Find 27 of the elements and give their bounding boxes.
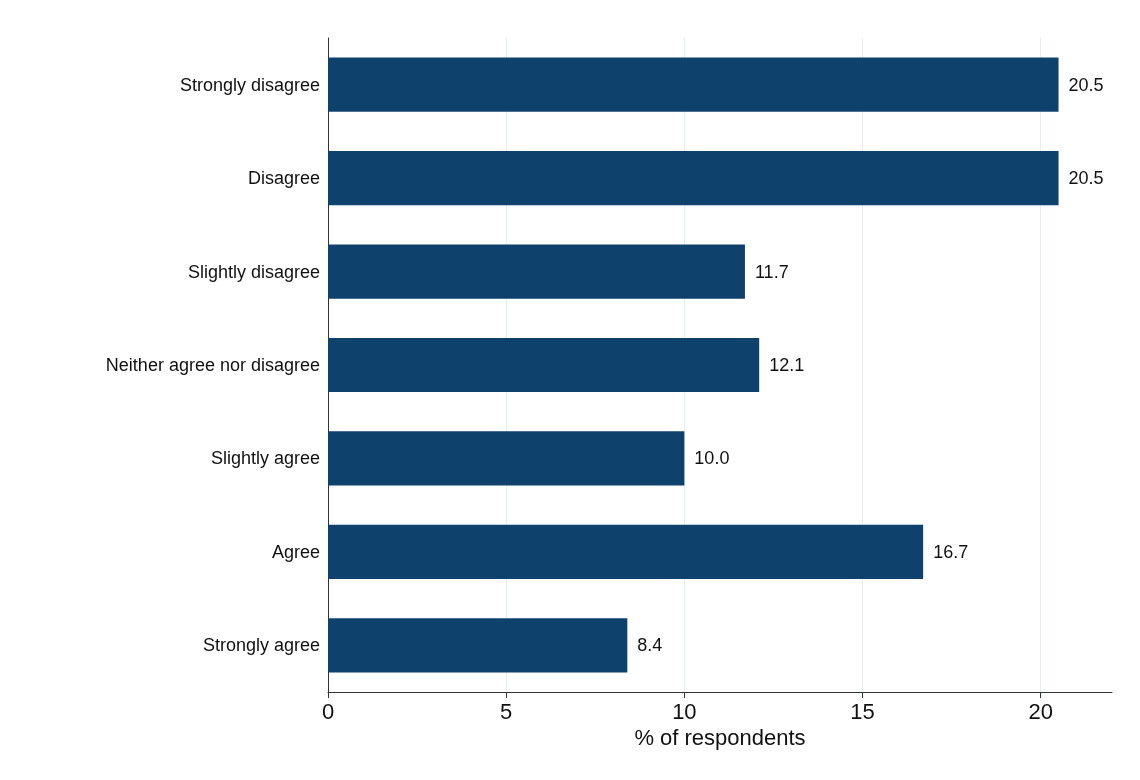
data-label: 12.1 [769,355,805,375]
data-label: 16.7 [933,541,969,562]
x-tick-label: 15 [850,698,875,724]
data-label: 20.5 [1068,168,1104,189]
bar [328,431,685,486]
y-tick-label: Agree [271,541,320,562]
data-label: 11.7 [754,261,789,282]
y-tick-label: Strongly disagree [179,74,320,95]
y-tick-label: Neither agree nor disagree [105,355,320,375]
bar [328,151,1059,206]
data-label: 8.4 [637,635,663,656]
bar [328,244,745,299]
data-label: 20.5 [1068,74,1104,95]
bar [328,57,1059,112]
x-tick-label: 0 [321,698,335,724]
data-label: 10.0 [694,448,730,469]
bar [328,618,628,673]
x-axis-title: % of respondents [634,725,806,751]
bar [328,524,924,579]
y-tick-label: Slightly agree [210,448,320,469]
x-tick-label: 20 [1028,698,1053,724]
y-tick-label: Strongly agree [202,635,320,656]
x-tick-label: 10 [672,698,697,724]
bar [328,337,760,393]
y-tick-label: Disagree [247,168,320,189]
x-tick-label: 5 [500,698,513,724]
y-tick-label: Slightly disagree [187,261,320,282]
